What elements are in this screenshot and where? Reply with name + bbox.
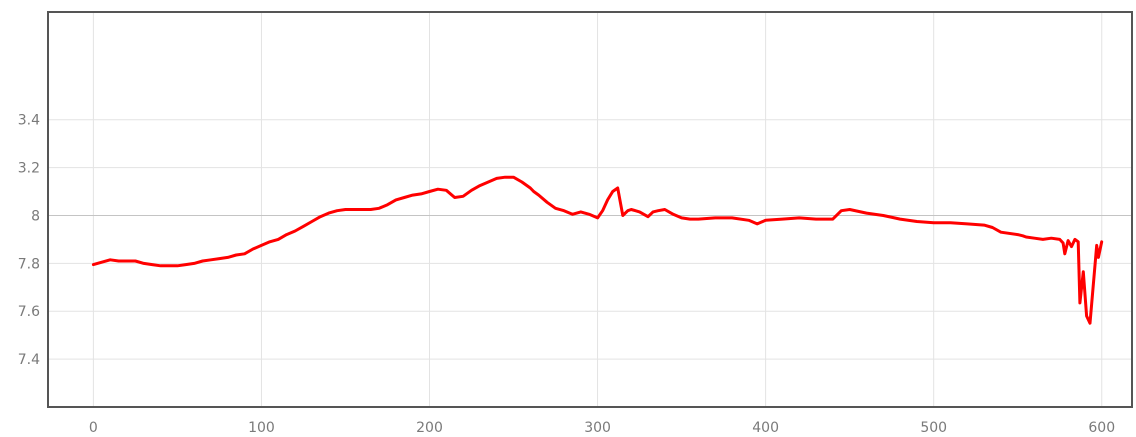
x-axis-ticks: 0 100 200 300 400 500 600	[89, 420, 1115, 436]
y-tick-label: 7.6	[18, 304, 40, 320]
y-tick-label: 7.8	[18, 256, 40, 272]
y-tick-label: 3.2	[18, 161, 40, 177]
x-tick-label: 400	[752, 420, 779, 436]
y-axis-ticks: 7.4 7.6 7.8 8 3.2 3.4	[18, 113, 40, 368]
y-tick-label: 3.4	[18, 113, 40, 129]
x-tick-label: 600	[1088, 420, 1115, 436]
x-tick-label: 100	[248, 420, 275, 436]
x-tick-label: 200	[416, 420, 443, 436]
x-tick-label: 0	[89, 420, 98, 436]
x-tick-label: 500	[920, 420, 947, 436]
series-line	[91, 175, 1104, 325]
y-tick-label: 8	[31, 208, 40, 224]
x-tick-label: 300	[584, 420, 611, 436]
series-layer	[91, 175, 1104, 325]
grid-lines	[48, 12, 1132, 407]
plot-background	[48, 12, 1132, 407]
y-tick-label: 7.4	[18, 352, 40, 368]
plot-frame	[47, 11, 1133, 408]
